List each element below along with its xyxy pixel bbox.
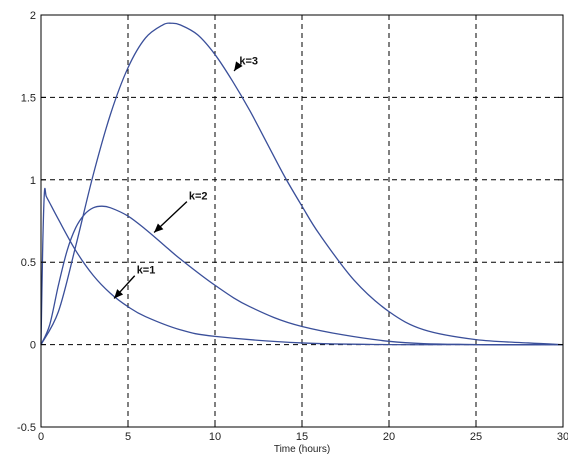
plot-frame (40, 14, 564, 428)
grid (41, 15, 563, 427)
y-tick-label: 0.5 (21, 257, 36, 269)
x-tick-label: 0 (38, 431, 44, 443)
y-tick-label: 0 (30, 340, 36, 352)
y-tick-label: 1 (30, 175, 36, 187)
annotation-arrowhead (114, 289, 124, 299)
x-tick-label: 5 (125, 431, 131, 443)
annotation-label-k1: k=1 (137, 265, 156, 277)
annotation-arrowhead (234, 61, 243, 72)
annotation-label-k3: k=3 (239, 55, 258, 67)
y-tick-label: 1.5 (21, 92, 36, 104)
y-tick-label: 2 (30, 10, 36, 22)
tick-labels: 0 5 10 15 20 25 30-0.500.511.52 (17, 10, 568, 443)
annotation-label-k2: k=2 (189, 191, 208, 203)
x-tick-label: 20 (383, 431, 395, 443)
series-line-3 (40, 22, 564, 346)
x-tick-label: 25 (470, 431, 482, 443)
x-tick-label: 30 (557, 431, 568, 443)
annotation-arrowhead (154, 223, 164, 233)
x-tick-label: 15 (296, 431, 308, 443)
annotations: k=1 k=2 k=3 (113, 55, 258, 299)
series-line-2 (40, 205, 564, 346)
x-tick-label: 10 (209, 431, 221, 443)
y-tick-label: -0.5 (17, 422, 36, 434)
x-axis-label: Time (hours) (274, 444, 330, 455)
